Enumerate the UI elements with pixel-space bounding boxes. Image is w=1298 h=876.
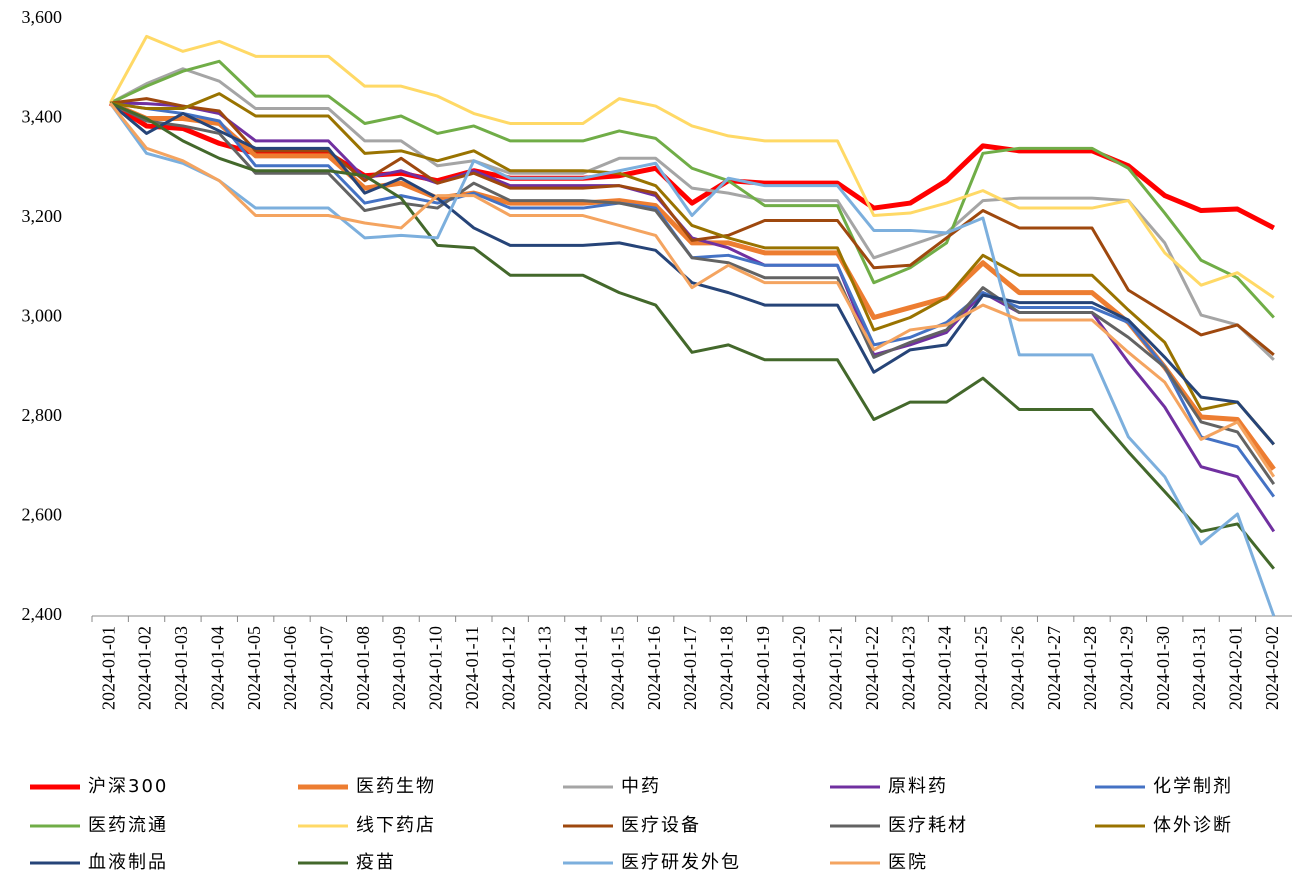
legend-label: 血液制品 xyxy=(88,852,168,873)
x-tick-label: 2024-01-31 xyxy=(1189,626,1209,710)
x-tick-label: 2024-01-23 xyxy=(898,626,918,710)
legend-label: 医院 xyxy=(888,852,928,873)
x-tick-label: 2024-01-25 xyxy=(971,626,991,710)
x-tick-label: 2024-01-11 xyxy=(462,626,482,709)
x-tick-label: 2024-01-06 xyxy=(280,626,300,710)
legend-label: 体外诊断 xyxy=(1153,815,1233,836)
y-tick-label: 3,200 xyxy=(22,206,63,226)
x-tick-label: 2024-01-26 xyxy=(1007,626,1027,710)
series-line xyxy=(109,59,1275,319)
x-tick-label: 2024-02-02 xyxy=(1262,626,1282,710)
x-tick-label: 2024-01-29 xyxy=(1116,626,1136,710)
x-tick-label: 2024-01-10 xyxy=(426,626,446,710)
x-tick-label: 2024-01-28 xyxy=(1080,626,1100,710)
y-tick-label: 2,400 xyxy=(22,604,63,624)
series-line xyxy=(109,102,1276,478)
legend-label: 化学制剂 xyxy=(1153,776,1233,797)
x-tick-label: 2024-01-07 xyxy=(316,626,336,710)
y-tick-label: 3,400 xyxy=(22,107,63,127)
legend-label: 医疗耗材 xyxy=(888,815,968,836)
y-tick-label: 2,800 xyxy=(22,405,63,425)
series-line xyxy=(109,101,1276,486)
x-tick-label: 2024-01-05 xyxy=(244,626,264,710)
series-line xyxy=(108,34,1275,299)
series-line xyxy=(109,101,1275,446)
legend-label: 医疗研发外包 xyxy=(621,852,741,873)
legend-label: 疫苗 xyxy=(356,852,396,873)
legend-label: 医疗设备 xyxy=(621,815,701,836)
x-tick-label: 2024-01-19 xyxy=(753,626,773,710)
legend-label: 原料药 xyxy=(888,776,948,797)
x-tick-label: 2024-01-09 xyxy=(389,626,409,710)
x-tick-label: 2024-01-04 xyxy=(207,626,227,710)
x-tick-label: 2024-01-03 xyxy=(171,626,191,710)
x-tick-label: 2024-01-17 xyxy=(680,626,700,710)
x-tick-label: 2024-01-21 xyxy=(826,626,846,710)
x-tick-label: 2024-01-14 xyxy=(571,626,591,710)
x-tick-label: 2024-01-22 xyxy=(862,626,882,710)
x-tick-label: 2024-01-30 xyxy=(1153,626,1173,710)
x-tick-label: 2024-01-16 xyxy=(644,626,664,710)
y-tick-label: 3,000 xyxy=(22,306,63,326)
x-tick-label: 2024-01-24 xyxy=(935,626,955,710)
series-line xyxy=(109,97,1275,356)
x-tick-label: 2024-01-20 xyxy=(789,626,809,710)
legend-label: 沪深300 xyxy=(88,776,168,797)
x-tick-label: 2024-02-01 xyxy=(1226,626,1246,710)
series-line xyxy=(109,92,1275,446)
x-tick-label: 2024-01-13 xyxy=(535,626,555,710)
series-line xyxy=(109,100,1276,471)
series-line xyxy=(108,102,1276,617)
series-line xyxy=(109,101,1275,570)
x-tick-label: 2024-01-15 xyxy=(607,626,627,710)
x-tick-label: 2024-01-27 xyxy=(1044,626,1064,710)
x-tick-label: 2024-01-02 xyxy=(135,626,155,710)
legend-label: 中药 xyxy=(621,776,661,797)
x-tick-label: 2024-01-18 xyxy=(716,626,736,710)
legend-label: 医药流通 xyxy=(88,815,168,836)
legend-label: 线下药店 xyxy=(356,815,436,836)
series-line xyxy=(109,67,1275,361)
legend-label: 医药生物 xyxy=(356,776,436,797)
x-tick-label: 2024-01-01 xyxy=(98,626,118,710)
y-tick-label: 2,600 xyxy=(22,505,63,525)
y-tick-label: 3,600 xyxy=(22,7,63,27)
x-tick-label: 2024-01-08 xyxy=(353,626,373,710)
x-tick-label: 2024-01-12 xyxy=(498,626,518,710)
